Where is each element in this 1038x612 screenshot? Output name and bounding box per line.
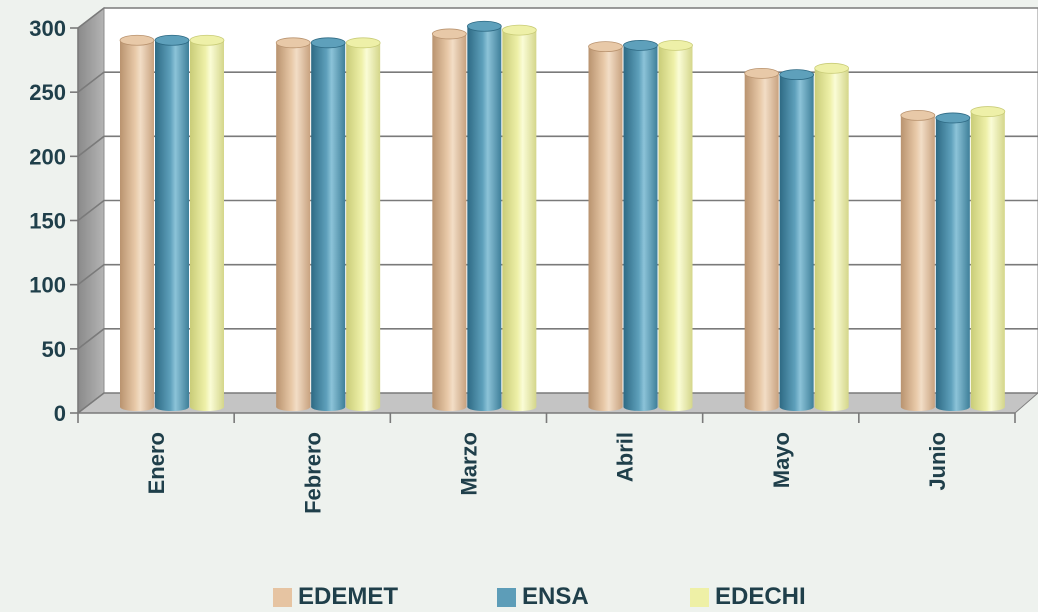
x-category-label: Febrero (300, 432, 325, 514)
chart-plot: 0 50 100 150 200 250 300 Enero Febrero Marzo Abri… (0, 0, 1038, 582)
bar-edechi-enero (190, 35, 224, 411)
legend-item-edemet: EDEMET (273, 582, 398, 612)
bar-ensa-febrero (311, 38, 345, 411)
x-category-label: Abril (613, 432, 638, 482)
bar-edechi-marzo (502, 25, 536, 411)
bar-edemet-junio (901, 110, 935, 411)
y-tick-label: 200 (29, 144, 66, 169)
legend-label: EDEMET (298, 583, 398, 611)
legend-item-edechi: EDECHI (690, 582, 806, 612)
x-category-label: Enero (144, 432, 169, 494)
legend-swatch (497, 588, 516, 607)
bar-edemet-mayo (745, 68, 779, 411)
bar-edemet-marzo (432, 29, 466, 411)
legend-swatch (690, 588, 709, 607)
legend-label: EDECHI (715, 583, 806, 611)
y-tick-label: 50 (42, 337, 66, 362)
bar-edechi-mayo (815, 63, 849, 411)
y-tick-label: 300 (29, 16, 66, 41)
x-category-label: Mayo (769, 432, 794, 488)
bar-ensa-marzo (467, 21, 501, 411)
bar-edechi-abril (659, 40, 693, 411)
legend-swatch (273, 588, 292, 607)
bar-edemet-abril (589, 42, 623, 411)
legend: EDEMET ENSA EDECHI (0, 582, 1038, 612)
bar-edechi-junio (971, 107, 1005, 411)
x-category-label: Marzo (456, 432, 481, 496)
bar-ensa-junio (936, 113, 970, 411)
legend-item-ensa: ENSA (497, 582, 589, 612)
x-category-label: Junio (925, 432, 950, 491)
bar-ensa-mayo (780, 70, 814, 411)
bar-edechi-febrero (346, 38, 380, 411)
bar-edemet-febrero (276, 38, 310, 411)
bar-ensa-abril (624, 40, 658, 411)
bar-edemet-enero (120, 35, 154, 411)
legend-label: ENSA (522, 583, 589, 611)
bar-ensa-enero (155, 35, 189, 411)
y-tick-label: 0 (54, 401, 66, 426)
y-tick-label: 250 (29, 80, 66, 105)
y-tick-label: 100 (29, 273, 66, 298)
y-tick-label: 150 (29, 209, 66, 234)
